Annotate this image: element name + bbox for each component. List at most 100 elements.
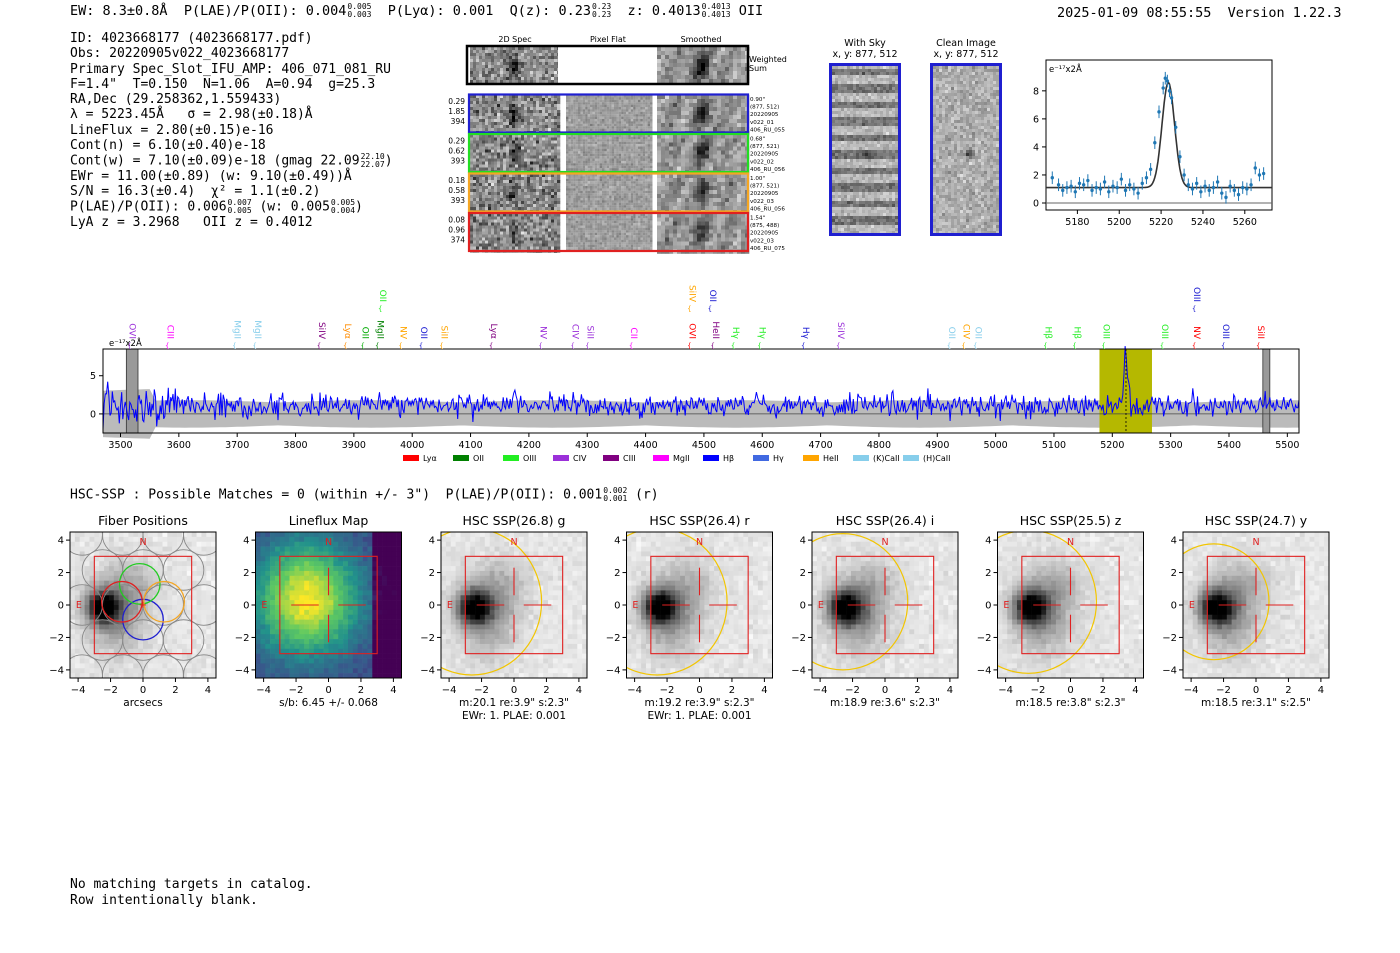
y-tick-label: −2	[235, 633, 250, 644]
spectrum-frame	[102, 348, 1300, 434]
x-tick-label: 4700	[809, 440, 833, 451]
line-marker-brace: {	[1221, 342, 1225, 350]
fiber-circle	[183, 532, 216, 556]
line-marker-brace: {	[961, 342, 965, 350]
x-tick-label: 3700	[225, 440, 249, 451]
line-marker-brace: {	[629, 342, 633, 350]
line-marker-brace: {	[375, 342, 379, 350]
y-tick-label: 0	[58, 601, 64, 612]
x-tick-label: −4	[627, 685, 642, 696]
line-marker-label: Hβ	[1071, 326, 1081, 339]
aperture-box	[1206, 555, 1306, 655]
line-marker-brace: {	[947, 342, 951, 350]
panel-title: Fiber Positions	[98, 513, 188, 528]
legend-swatch	[753, 455, 769, 461]
data-point	[1119, 177, 1124, 181]
catalog-note-line2: Row intentionally blank.	[70, 892, 258, 908]
x-tick-label: −2	[103, 685, 118, 696]
line-marker-brace: {	[708, 305, 712, 313]
line-marker-label: HeII	[710, 321, 720, 339]
legend-label: OIII	[523, 454, 536, 463]
legend-label: Hγ	[773, 454, 784, 463]
compass-north: N	[510, 537, 517, 548]
data-point	[1163, 76, 1167, 80]
y-tick-label: −2	[606, 633, 621, 644]
imaging-panel-2: HSC SSP(26.8) g N E −4 −4 −2 −2 0 0 2 2 4 4 m:20.1 re…	[420, 513, 588, 722]
x-tick-label: 2	[543, 685, 549, 696]
legend-label: (K)CaII	[873, 454, 900, 463]
x-tick-label: −2	[845, 685, 860, 696]
x-tick-label: 5500	[1275, 440, 1299, 451]
data-point	[1186, 183, 1190, 187]
detection-info: ID: 4023668177 (4023668177.pdf) Obs: 202…	[70, 31, 393, 230]
with-sky-title: With Sky x, y: 877, 512	[822, 38, 908, 60]
y-tick-label: −4	[235, 665, 250, 676]
line-marker-brace: {	[570, 342, 574, 350]
panel-caption: m:18.5 re:3.8" s:2.3"	[1016, 697, 1126, 709]
fiber-highlight	[143, 580, 186, 623]
plae-hi-2: 0.007	[227, 198, 252, 208]
hsc-band: (r)	[635, 487, 659, 503]
data-point	[1148, 167, 1153, 172]
panel-caption-2: EWr: 1. PLAE: 0.001	[647, 710, 751, 722]
x-tick-label: 5260	[1233, 217, 1257, 228]
x-tick-label: 5300	[1159, 440, 1183, 451]
plya-value: P(Lyα): 0.001	[387, 3, 494, 19]
line-marker-label: MgII	[231, 320, 241, 339]
hsc-hi: 0.002	[603, 486, 628, 495]
info-lya-oii: LyA z = 3.2968 OII z = 0.4012	[70, 214, 313, 230]
data-point	[1098, 187, 1103, 191]
line-marker-label: SiIV	[835, 322, 845, 340]
fiber-highlight	[100, 580, 143, 623]
plae-w-hi: 0.005	[330, 198, 356, 208]
line-marker-brace: {	[360, 342, 364, 350]
info-sn: S/N = 16.3(±0.4) χ² = 1.1(±0.2)	[70, 183, 321, 199]
data-point	[1102, 180, 1107, 184]
units-label: e⁻¹⁷x2Å	[1049, 63, 1082, 75]
data-point	[1094, 185, 1098, 190]
x-tick-label: 4500	[692, 440, 716, 451]
x-tick-label: 4300	[575, 440, 599, 451]
data-point	[1207, 188, 1211, 193]
info-id: ID: 4023668177 (4023668177.pdf)	[70, 31, 313, 46]
y-tick-label: −4	[420, 665, 435, 676]
fiber-highlight	[118, 562, 161, 605]
line-marker-brace: {	[801, 342, 805, 350]
x-tick-label: 4	[205, 685, 211, 696]
line-marker-brace: {	[378, 305, 382, 313]
cutout-right-label: v022_03	[750, 238, 774, 244]
data-point	[1220, 191, 1224, 195]
masked-region	[1262, 348, 1271, 434]
cutout-left-label: 1.85	[448, 107, 465, 116]
compass-east: E	[1189, 600, 1195, 611]
z-value: z: 0.4013	[627, 3, 701, 19]
line-marker-label: OVI	[686, 323, 696, 339]
line-marker-brace: {	[1256, 342, 1260, 350]
x-tick-label: 5100	[1042, 440, 1066, 451]
line-marker-brace: {	[757, 342, 761, 350]
legend-swatch	[653, 455, 669, 461]
y-tick-label: 6	[1033, 114, 1039, 125]
x-tick-label: 0	[696, 685, 702, 696]
compass-north: N	[325, 537, 332, 548]
data-point	[1086, 178, 1090, 183]
panel-caption: m:18.9 re:3.6" s:2.3"	[830, 697, 940, 709]
compass-east: E	[1003, 600, 1009, 611]
data-point	[1050, 176, 1054, 180]
line-marker-brace: {	[731, 342, 735, 350]
col-label-2d-spec: 2D Spec	[498, 35, 531, 44]
compass-north: N	[139, 537, 146, 548]
data-point	[1241, 185, 1245, 190]
line-marker-brace: {	[165, 342, 169, 350]
line-marker-label: CIV	[570, 324, 580, 340]
x-tick-label: 3600	[167, 440, 191, 451]
data-point	[1140, 181, 1144, 186]
cutout-right-label: 20220905	[750, 231, 779, 237]
info-cont-w: Cont(w) = 7.10(±0.09)e-18 (gmag 22.09 22.…	[70, 153, 393, 169]
info-primary: Primary Spec_Slot_IFU_AMP: 406_071_081_R…	[70, 61, 391, 77]
plae-w-lo: 0.004	[330, 206, 356, 216]
panel-title: Lineflux Map	[289, 513, 369, 528]
cutout-left-label: 0.58	[448, 186, 465, 195]
